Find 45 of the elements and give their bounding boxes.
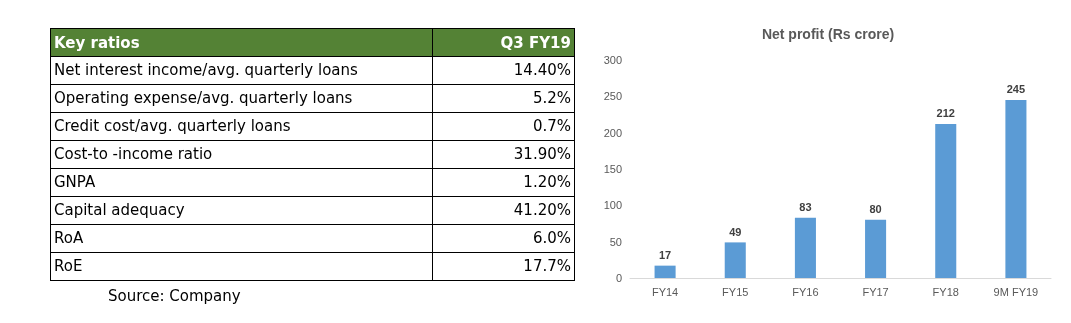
data-label: 6.0%: [432, 224, 575, 253]
data-label: 31.90%: [432, 140, 575, 169]
data-label: 14.40%: [432, 56, 575, 85]
y-tick-label: 250: [603, 90, 622, 103]
bar: [935, 123, 957, 278]
data-label: 41.20%: [432, 196, 575, 225]
x-tick-label: FY17: [862, 285, 889, 298]
x-tick-label: FY16: [792, 285, 819, 298]
chart-title: Net profit (Rs crore): [761, 26, 895, 42]
data-label: 212: [936, 107, 955, 120]
data-label: 1.20%: [432, 168, 575, 197]
x-tick-label: FY15: [722, 285, 749, 298]
source-note: Source: Company: [108, 287, 242, 305]
data-label: 245: [1006, 83, 1026, 96]
data-label: 0.7%: [432, 112, 575, 141]
bar: [654, 265, 676, 278]
x-tick-label: FY14: [651, 285, 679, 298]
y-tick-label: 0: [615, 272, 622, 284]
text: Q3 FY19: [432, 28, 575, 57]
bar: [794, 217, 816, 278]
data-label: 5.2%: [432, 84, 575, 113]
data-label: 80: [869, 203, 882, 216]
category-label: Operating expense/avg. quarterly loans: [50, 84, 433, 113]
data-label: 17: [658, 249, 672, 262]
bar: [724, 242, 746, 278]
y-tick-label: 200: [603, 126, 622, 139]
bar: [865, 219, 887, 278]
category-label: Cost-to -income ratio: [50, 140, 433, 169]
y-tick-label: 300: [603, 54, 622, 66]
category-label: Capital adequacy: [50, 196, 433, 225]
data-label: 17.7%: [432, 252, 575, 281]
x-tick-label: 9M FY19: [993, 285, 1039, 298]
bar: [1005, 99, 1027, 278]
category-label: RoE: [50, 252, 433, 281]
y-tick-label: 100: [603, 199, 622, 212]
category-label: RoA: [50, 224, 433, 253]
data-label: 83: [799, 201, 812, 214]
category-label: Net interest income/avg. quarterly loans: [50, 56, 433, 85]
x-tick-label: FY18: [932, 285, 959, 298]
y-tick-label: 150: [603, 163, 622, 175]
category-label: Credit cost/avg. quarterly loans: [50, 112, 433, 141]
text: Key ratios: [50, 28, 433, 57]
category-label: GNPA: [50, 168, 433, 197]
y-tick-label: 50: [609, 235, 622, 248]
data-label: 49: [729, 225, 742, 238]
